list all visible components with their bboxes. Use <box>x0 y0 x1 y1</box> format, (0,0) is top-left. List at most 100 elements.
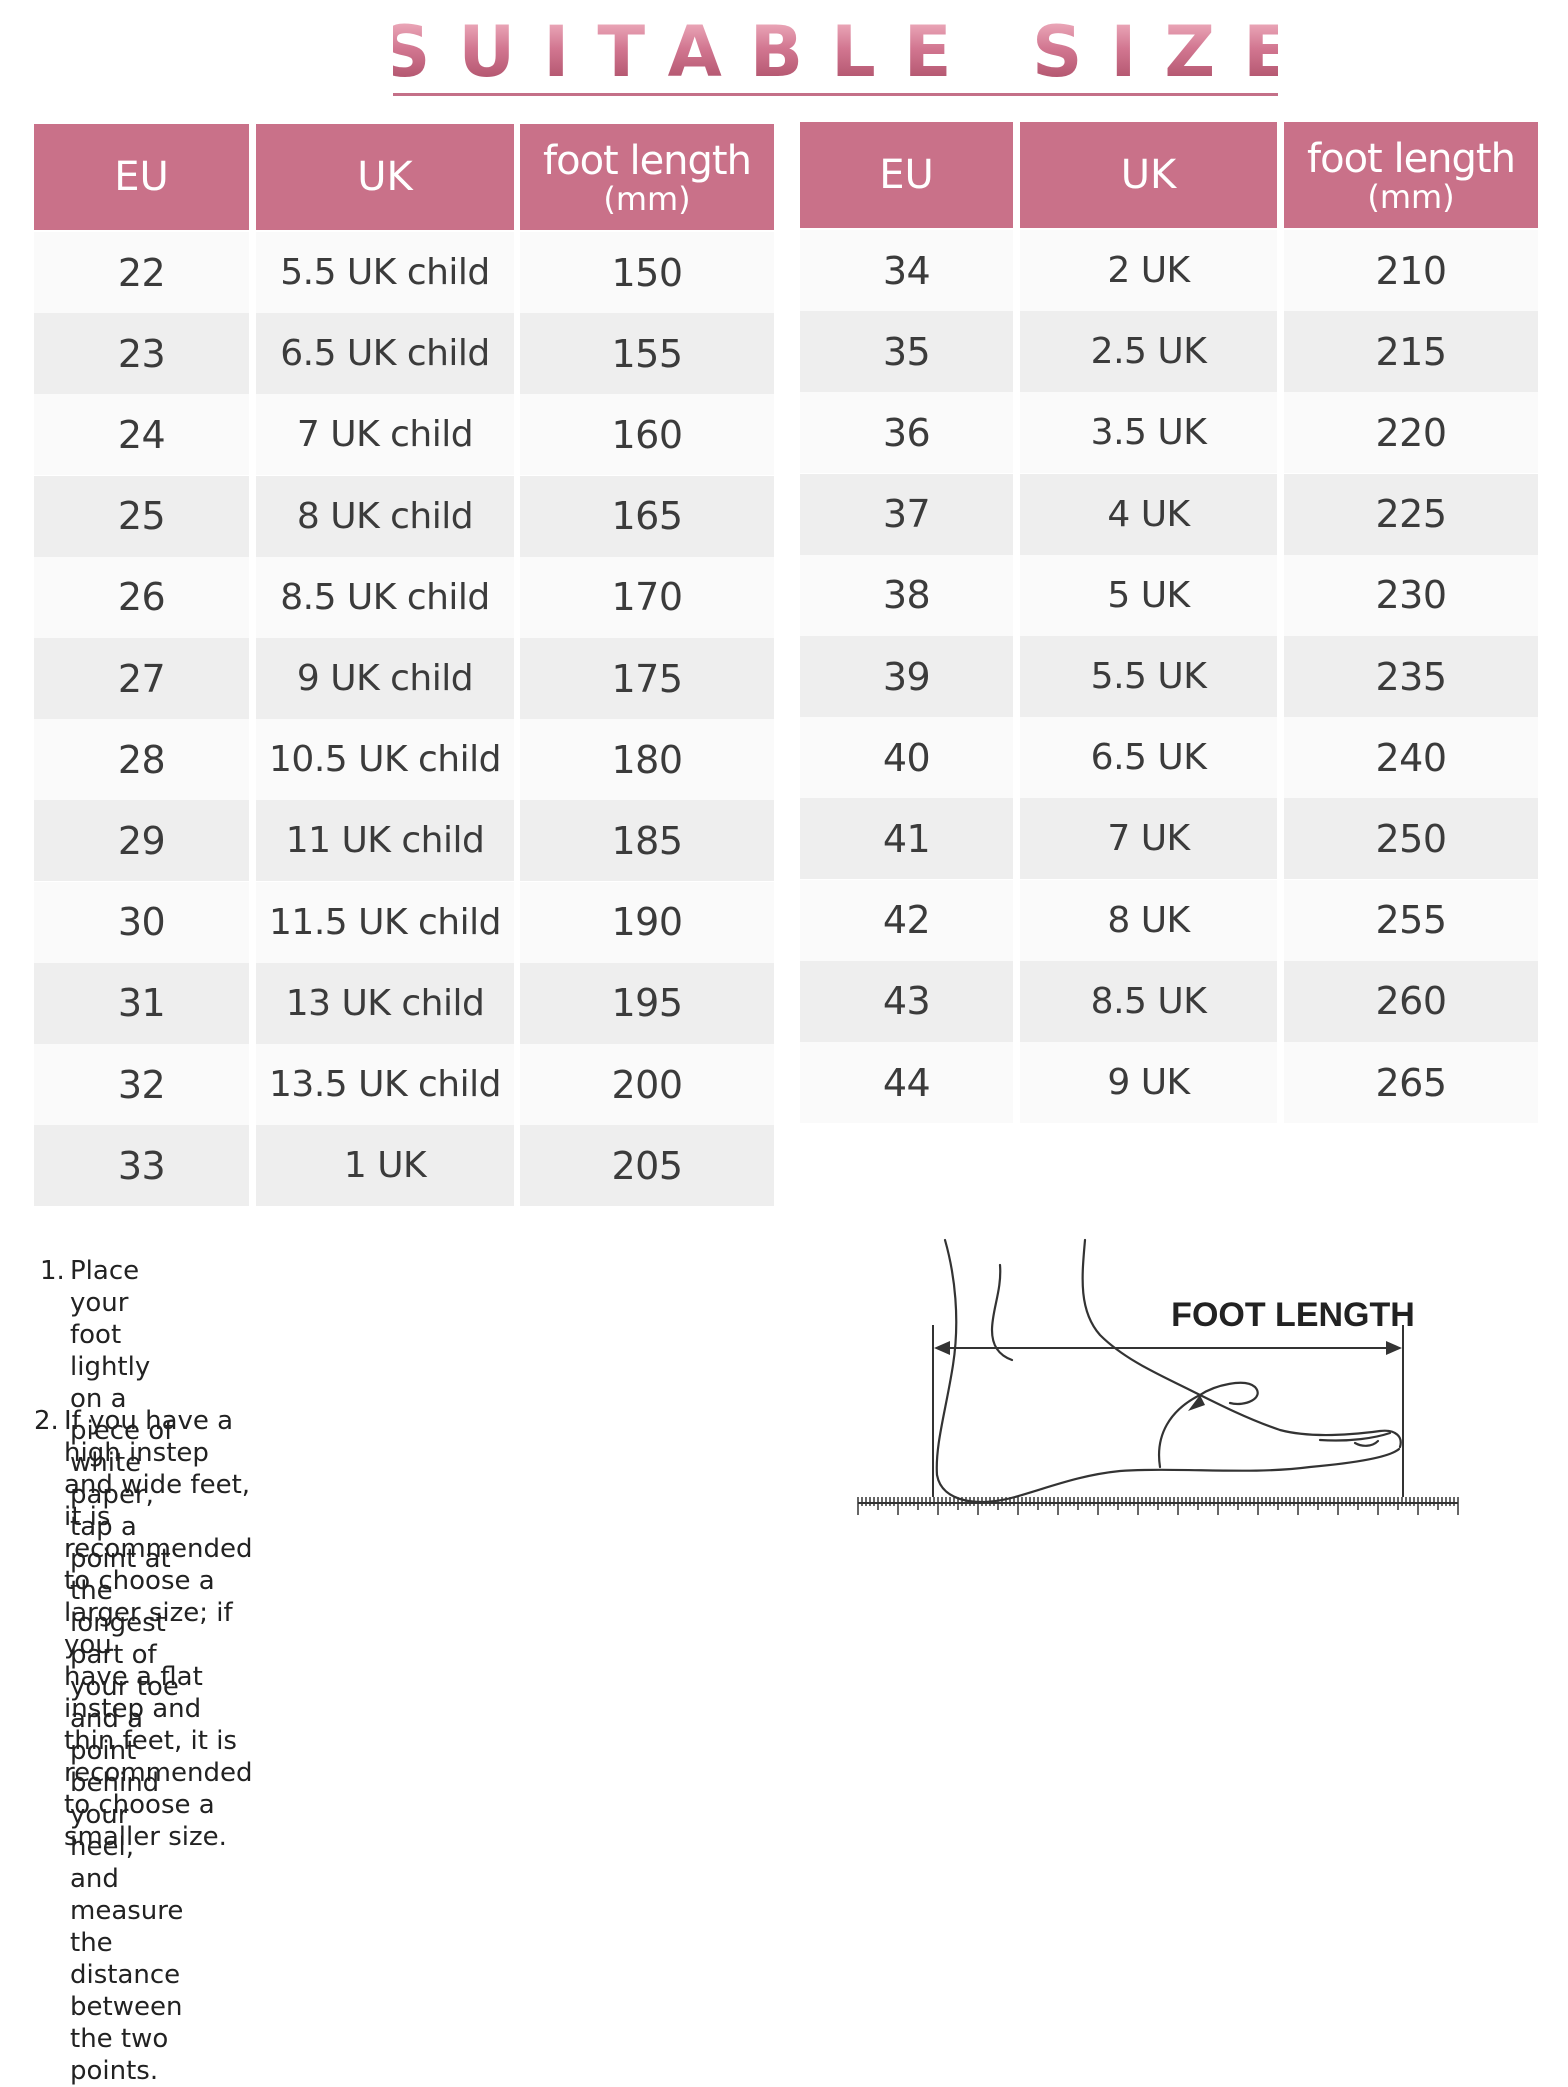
cell-uk: 7 UK child <box>256 394 514 476</box>
header-eu: EU <box>800 122 1013 228</box>
cell-uk: 9 UK <box>1020 1042 1277 1123</box>
cell-eu: 33 <box>34 1125 249 1207</box>
cell-mm: 150 <box>520 232 774 313</box>
cell-eu: 31 <box>34 962 249 1044</box>
instep-loop <box>1198 1381 1259 1406</box>
cell-uk: 13.5 UK child <box>256 1044 514 1125</box>
cell-uk: 13 UK child <box>256 962 514 1044</box>
header-eu-label: EU <box>114 154 169 200</box>
cell-mm: 170 <box>520 556 774 638</box>
cell-mm: 180 <box>520 719 774 801</box>
foot-length-label: FOOT LENGTH <box>1171 1296 1415 1334</box>
cell-eu: 24 <box>34 394 249 476</box>
cell-uk: 6.5 UK <box>1020 717 1277 799</box>
cell-uk: 5.5 UK child <box>256 232 514 313</box>
cell-uk: 5 UK <box>1020 554 1277 636</box>
cell-eu: 30 <box>34 881 249 963</box>
header-uk: UK <box>256 124 514 230</box>
note-number: 2. <box>34 1406 59 1436</box>
cell-mm: 195 <box>520 962 774 1044</box>
cell-eu: 26 <box>34 556 249 638</box>
cell-eu: 34 <box>800 230 1013 311</box>
cell-eu: 37 <box>800 473 1013 555</box>
length-arrow-left-head <box>934 1341 950 1355</box>
ruler <box>857 1497 1459 1515</box>
cell-uk: 10.5 UK child <box>256 719 514 801</box>
cell-eu: 32 <box>34 1044 249 1125</box>
foot-measurement-diagram: FOOT LENGTH <box>857 1238 1459 1515</box>
cell-eu: 28 <box>34 719 249 801</box>
header-foot-length-label: foot length <box>543 138 752 184</box>
cell-eu: 22 <box>34 232 249 313</box>
header-uk: UK <box>1020 122 1277 228</box>
cell-uk: 3.5 UK <box>1020 392 1277 474</box>
cell-uk: 1 UK <box>256 1125 514 1207</box>
other-leg-line <box>990 1263 1014 1362</box>
cell-uk: 11 UK child <box>256 800 514 882</box>
cell-uk: 2.5 UK <box>1020 311 1277 393</box>
cell-mm: 255 <box>1284 879 1538 961</box>
length-arrow-right-head <box>1386 1341 1402 1355</box>
leg-front-line <box>1081 1238 1402 1449</box>
cell-eu: 42 <box>800 879 1013 961</box>
header-foot-length-label: foot length <box>1307 136 1516 182</box>
header-unit-label: (mm) <box>1367 178 1455 216</box>
note-text: If you have a high instep and wide feet,… <box>64 1406 253 1852</box>
title-underline <box>393 93 1278 96</box>
cell-mm: 250 <box>1284 798 1538 880</box>
cell-uk: 9 UK child <box>256 638 514 719</box>
instep-arrow-line <box>1157 1393 1202 1469</box>
cell-mm: 200 <box>520 1044 774 1125</box>
cell-uk: 2 UK <box>1020 230 1277 311</box>
cell-mm: 185 <box>520 800 774 882</box>
header-unit-label: (mm) <box>603 180 691 218</box>
cell-mm: 215 <box>1284 311 1538 393</box>
cell-eu: 35 <box>800 311 1013 393</box>
cell-mm: 240 <box>1284 717 1538 799</box>
cell-mm: 155 <box>520 313 774 395</box>
cell-eu: 39 <box>800 636 1013 717</box>
cell-uk: 8 UK child <box>256 475 514 557</box>
leg-back-line <box>935 1238 1401 1503</box>
page-title: SUITABLE SIZE <box>380 11 1319 93</box>
cell-eu: 38 <box>800 554 1013 636</box>
header-uk-label: UK <box>357 154 413 200</box>
toe-nail <box>1353 1439 1380 1447</box>
header-uk-label: UK <box>1120 152 1177 198</box>
instep-arrow-head <box>1188 1395 1205 1411</box>
cell-mm: 225 <box>1284 473 1538 555</box>
cell-mm: 205 <box>520 1125 774 1207</box>
cell-eu: 40 <box>800 717 1013 799</box>
cell-uk: 8.5 UK child <box>256 556 514 638</box>
cell-mm: 190 <box>520 881 774 963</box>
header-mm: foot length (mm) <box>520 124 774 230</box>
cell-uk: 5.5 UK <box>1020 636 1277 717</box>
cell-eu: 29 <box>34 800 249 882</box>
cell-uk: 11.5 UK child <box>256 881 514 963</box>
cell-eu: 27 <box>34 638 249 719</box>
cell-mm: 260 <box>1284 960 1538 1042</box>
note-number: 1. <box>40 1256 65 1286</box>
cell-eu: 43 <box>800 960 1013 1042</box>
cell-eu: 41 <box>800 798 1013 880</box>
cell-eu: 25 <box>34 475 249 557</box>
cell-eu: 44 <box>800 1042 1013 1123</box>
cell-uk: 8.5 UK <box>1020 960 1277 1042</box>
cell-uk: 6.5 UK child <box>256 313 514 395</box>
toe-line <box>1318 1431 1392 1442</box>
cell-mm: 175 <box>520 638 774 719</box>
header-mm: foot length (mm) <box>1284 122 1538 228</box>
cell-mm: 265 <box>1284 1042 1538 1123</box>
cell-mm: 165 <box>520 475 774 557</box>
cell-mm: 160 <box>520 394 774 476</box>
cell-uk: 8 UK <box>1020 879 1277 961</box>
cell-mm: 230 <box>1284 554 1538 636</box>
header-eu-label: EU <box>879 152 934 198</box>
cell-mm: 210 <box>1284 230 1538 311</box>
cell-eu: 36 <box>800 392 1013 474</box>
cell-uk: 7 UK <box>1020 798 1277 880</box>
cell-mm: 220 <box>1284 392 1538 474</box>
header-eu: EU <box>34 124 249 230</box>
cell-mm: 235 <box>1284 636 1538 717</box>
cell-eu: 23 <box>34 313 249 395</box>
